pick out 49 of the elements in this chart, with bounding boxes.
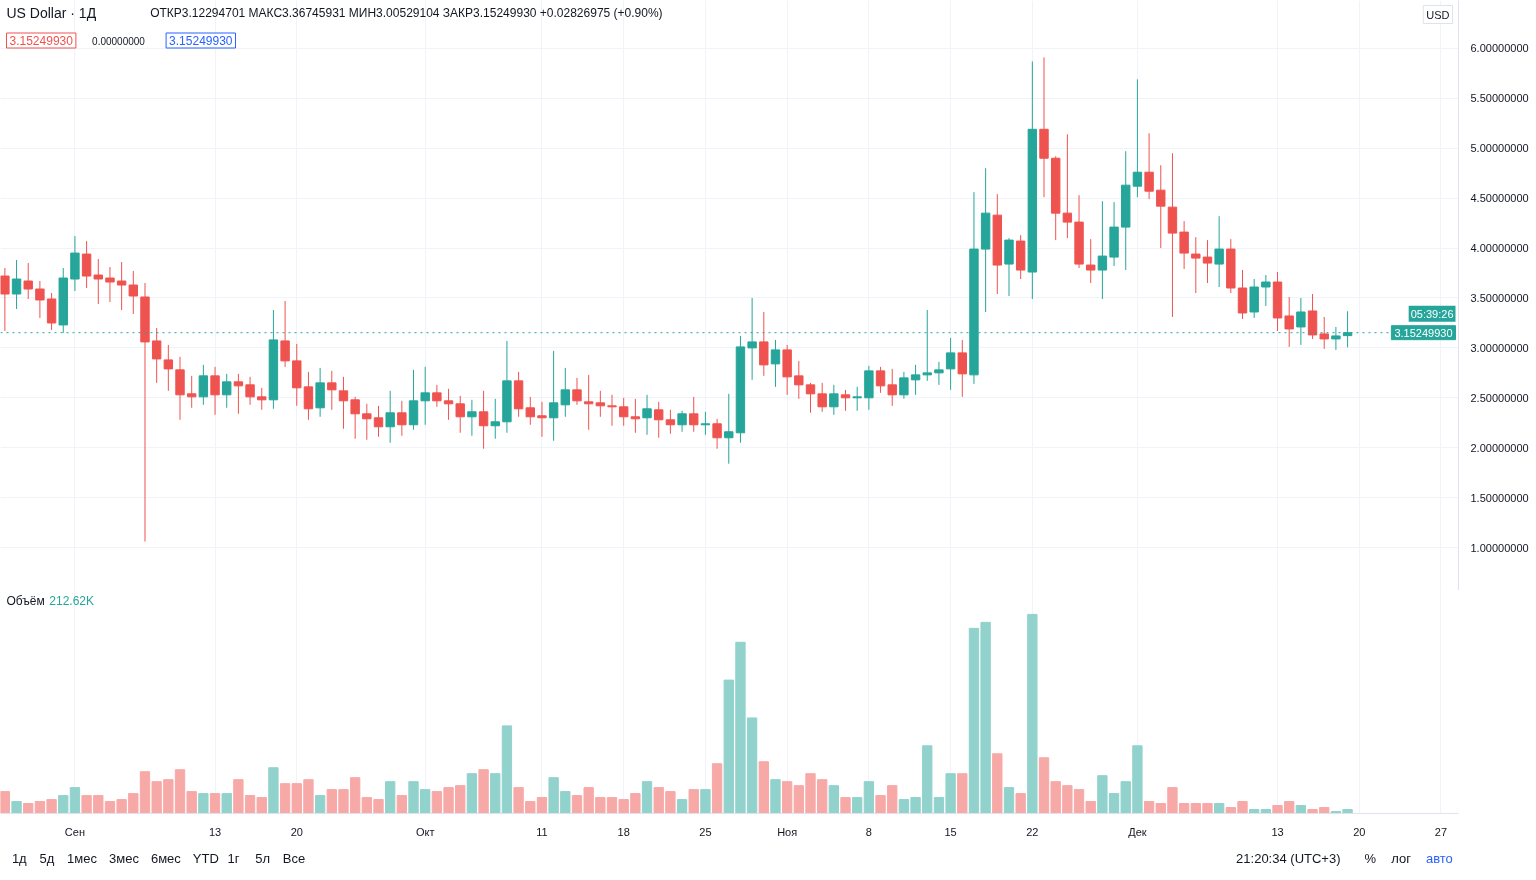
- x-tick-label: 20: [1353, 825, 1366, 838]
- x-tick-label: 20: [290, 825, 303, 838]
- chart-title: Объём: [6, 594, 45, 609]
- y-tick-label: 1.50000000: [1470, 491, 1529, 504]
- x-tick-label: 18: [617, 825, 630, 838]
- chart-title: US Dollar · 1Д: [6, 4, 97, 21]
- text: 5л: [255, 851, 271, 866]
- text: Все: [282, 851, 306, 866]
- annotation: 3.15249930: [169, 34, 233, 48]
- x-tick-label: 22: [1026, 825, 1039, 838]
- x-tick-label: 27: [1434, 825, 1448, 838]
- annotation: 3.15249930: [9, 34, 74, 48]
- text: 3мес: [109, 851, 140, 866]
- x-tick-label: Сен: [64, 825, 85, 838]
- y-tick-label: 3.50000000: [1470, 292, 1529, 304]
- y-tick-label: 2.50000000: [1470, 391, 1529, 404]
- text: лог: [1391, 851, 1412, 866]
- y-tick-label: 5.00000000: [1470, 142, 1529, 155]
- y-tick-label: 1.00000000: [1470, 541, 1529, 554]
- text: %: [1364, 851, 1377, 866]
- x-tick-label: 13: [208, 825, 222, 838]
- text: 212.62K: [49, 594, 95, 609]
- text: 6мес: [150, 851, 182, 866]
- x-tick-label: 25: [699, 825, 712, 838]
- y-tick-label: 4.00000000: [1470, 242, 1529, 255]
- text: 1г: [227, 851, 240, 866]
- x-tick-label: 8: [865, 825, 872, 838]
- annotation: 0.00000000: [92, 35, 146, 47]
- annotation: 05:39:26: [1410, 307, 1454, 320]
- x-tick-label: Окт: [415, 825, 435, 838]
- text: 5д: [39, 851, 55, 866]
- text: авто: [1425, 851, 1453, 866]
- annotation: USD: [1426, 8, 1450, 21]
- x-tick-label: 15: [944, 825, 957, 838]
- y-tick-label: 4.50000000: [1470, 192, 1529, 205]
- y-tick-label: 6.00000000: [1470, 42, 1529, 55]
- x-tick-label: 13: [1271, 825, 1284, 838]
- text: 21:20:34 (UTC+3): [1236, 851, 1341, 866]
- x-tick-label: 11: [536, 825, 548, 838]
- y-tick-label: 2.00000000: [1470, 441, 1529, 454]
- text: YTD: [192, 851, 219, 866]
- chart-subtitle: ОТКР3.12294701 МАКС3.36745931 МИН3.00529104 ЗАКР3.15249930 +0.02826975 (+0.90%): [150, 5, 663, 20]
- text: 1д: [11, 851, 28, 866]
- y-tick-label: 5.50000000: [1470, 92, 1529, 105]
- x-tick-label: Ноя: [777, 825, 798, 838]
- x-tick-label: Дек: [1128, 825, 1147, 838]
- ref-line-label: 3.15249930: [1394, 326, 1453, 339]
- text: 1мес: [67, 851, 98, 866]
- y-tick-label: 3.00000000: [1470, 341, 1529, 354]
